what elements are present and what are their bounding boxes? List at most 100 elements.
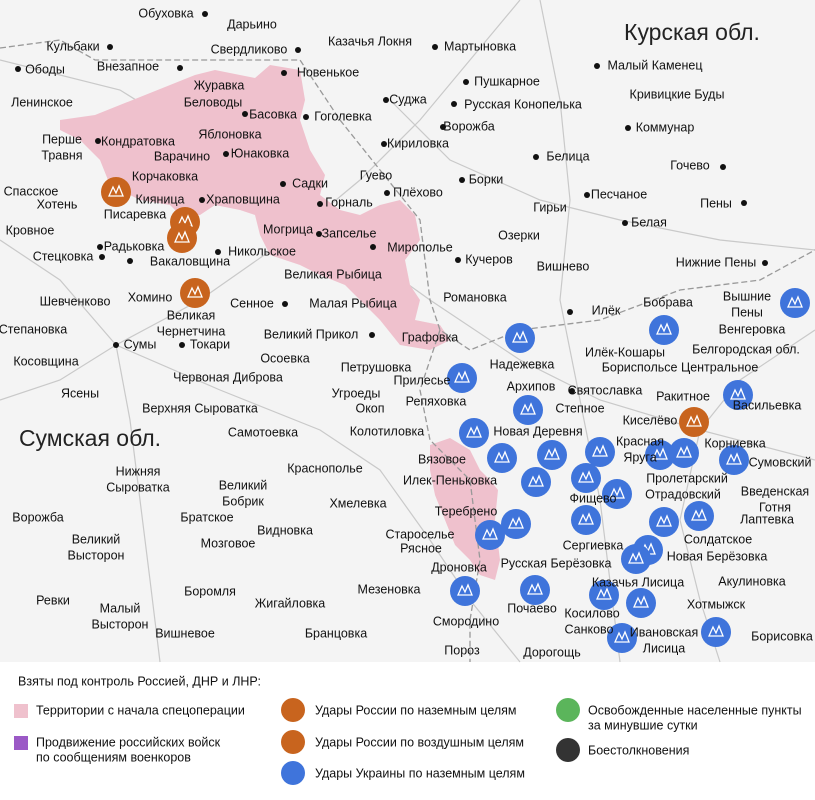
place-label: Сумовский — [749, 455, 812, 469]
place-label: Дорогощь — [523, 645, 581, 659]
place-label: Малый — [100, 601, 141, 615]
settlement-dot — [594, 63, 600, 69]
place-label: Малая Рыбица — [309, 296, 397, 310]
region-label: Курская обл. — [624, 19, 760, 45]
place-label: Спасское — [4, 184, 59, 198]
place-label: Ясены — [61, 386, 99, 400]
place-label: Новенькое — [297, 65, 359, 79]
place-label: Внезапное — [97, 59, 159, 73]
place-label: Бранцовка — [305, 626, 367, 640]
place-label: Пены — [731, 305, 763, 319]
place-label: Мартыновка — [444, 39, 516, 53]
marker-icon — [591, 444, 608, 457]
place-label: Пены — [700, 196, 732, 210]
place-label: Яблоновка — [198, 127, 261, 141]
place-label: Могрица — [263, 222, 313, 236]
legend-text: Территории с начала спецоперации — [36, 703, 245, 717]
legend-background — [0, 662, 815, 800]
place-label: Сыроватка — [106, 480, 170, 494]
place-label: Горналь — [325, 195, 373, 209]
settlement-dot — [199, 197, 205, 203]
place-label: Осоевка — [260, 351, 309, 365]
place-label: Плёхово — [393, 185, 443, 199]
settlement-dot — [459, 177, 465, 183]
settlement-dot — [99, 254, 105, 260]
place-label: Косилово — [564, 606, 619, 620]
place-label: Кучеров — [465, 252, 513, 266]
marker-icon — [690, 508, 707, 521]
place-label: Лисица — [643, 641, 686, 655]
region-label: Сумская обл. — [19, 425, 161, 451]
legend-text: Освобожденные населенные пункты — [588, 703, 802, 717]
marker-icon — [655, 322, 672, 335]
strike-markers — [101, 177, 810, 653]
settlement-dot — [177, 65, 183, 71]
marker-icon — [507, 516, 524, 529]
settlement-dot — [567, 309, 573, 315]
place-label: Пролетарский — [646, 471, 728, 485]
place-label: Беловоды — [184, 95, 243, 109]
place-label: Фищево — [569, 491, 616, 505]
settlement-dot — [762, 260, 768, 266]
place-label: Великая — [167, 308, 216, 322]
marker-icon — [577, 470, 594, 483]
place-label: Теребрено — [435, 504, 498, 518]
place-label: Лаптевка — [740, 512, 794, 526]
place-label: Новая Берёзовка — [667, 549, 768, 563]
settlement-dot — [282, 301, 288, 307]
place-label: Романовка — [443, 290, 507, 304]
marker-icon — [577, 512, 594, 525]
marker-icon — [632, 595, 649, 608]
place-label: Сумы — [124, 337, 157, 351]
legend-text: по сообщениям военкоров — [36, 750, 191, 764]
marker-icon — [786, 295, 803, 308]
place-label: Кульбаки — [46, 39, 99, 53]
place-label: Киселёво — [623, 413, 678, 427]
place-label: Мирополье — [387, 240, 453, 254]
marker-icon — [651, 447, 668, 460]
place-label: Вишнево — [537, 259, 590, 273]
place-label: Корниевка — [704, 436, 765, 450]
marker-icon — [465, 425, 482, 438]
place-label: Озерки — [498, 228, 540, 242]
settlement-dot — [584, 192, 590, 198]
state-border — [0, 39, 815, 662]
place-label: Красная — [616, 434, 664, 448]
place-label: Высторон — [92, 617, 149, 631]
place-label: Косовщина — [13, 354, 78, 368]
place-label: Отрадовский — [645, 487, 721, 501]
marker-icon — [725, 452, 742, 465]
legend-title: Взяты под контроль Россией, ДНР и ЛНР: — [18, 674, 261, 688]
place-label: Вакаловщина — [150, 254, 230, 268]
legend-icon — [556, 698, 580, 722]
place-label: Новая Деревня — [493, 424, 582, 438]
place-label: Староселье — [385, 527, 454, 541]
marker-icon — [493, 450, 510, 463]
marker-icon — [675, 445, 692, 458]
place-label: Белица — [546, 149, 589, 163]
settlement-dot — [97, 244, 103, 250]
settlement-dot — [95, 138, 101, 144]
settlement-dot — [451, 101, 457, 107]
place-label: Малый Каменец — [607, 58, 702, 72]
marker-icon — [655, 514, 672, 527]
settlement-dot — [107, 44, 113, 50]
settlement-dot — [381, 141, 387, 147]
place-label: Яруга — [623, 450, 656, 464]
place-label: Ворожба — [443, 119, 494, 133]
place-label: Илек-Пеньковка — [403, 473, 497, 487]
place-label: Кириловка — [387, 136, 449, 150]
settlement-dot — [295, 47, 301, 53]
settlement-dot — [369, 332, 375, 338]
place-label: Венгеровка — [719, 322, 786, 336]
place-label: Готня — [759, 500, 791, 514]
place-label: Окоп — [355, 401, 384, 415]
place-label: Суджа — [389, 92, 427, 106]
place-label: Великий Прикол — [264, 327, 359, 341]
settlement-dot — [113, 342, 119, 348]
place-label: Сергиевка — [563, 538, 624, 552]
place-label: Храповщина — [206, 192, 280, 206]
place-label: Хомино — [128, 290, 173, 304]
place-label: Введенская — [741, 484, 809, 498]
place-label: Борки — [469, 172, 504, 186]
